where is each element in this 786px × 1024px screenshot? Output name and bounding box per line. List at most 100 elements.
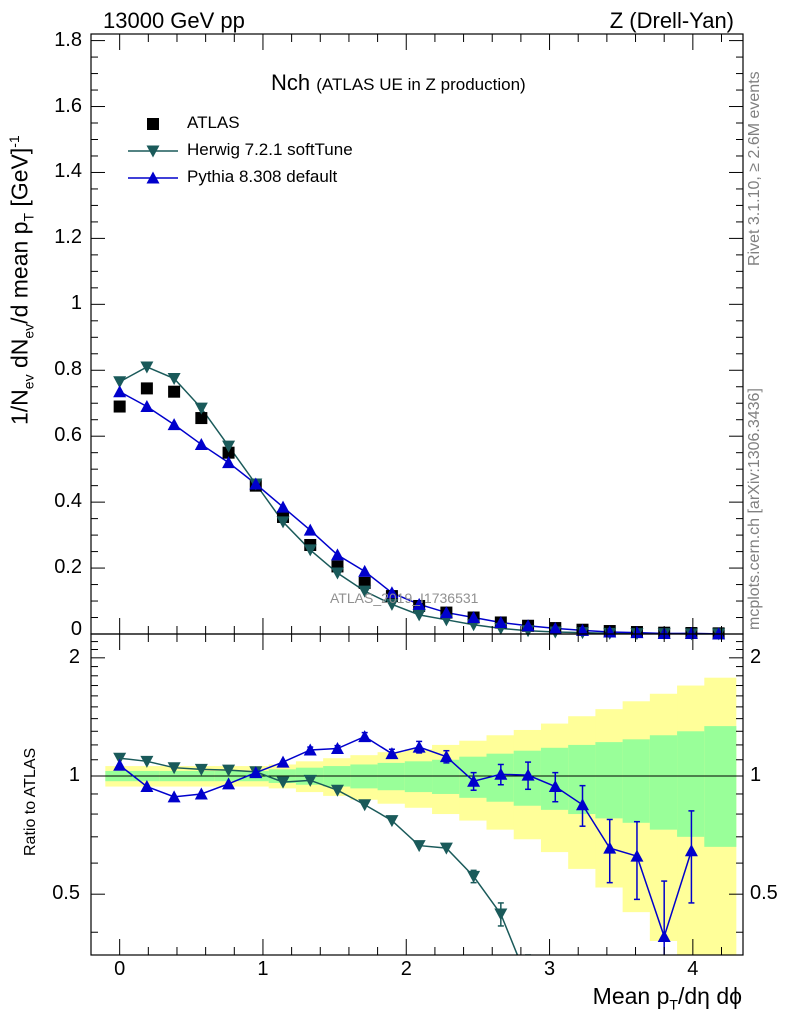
plot-title: Nch (ATLAS UE in Z production) xyxy=(271,70,526,96)
ratio-point-triangle-down xyxy=(140,755,154,768)
main-y-axis-label: 1/Nev dNev/d mean pT [GeV]-1 xyxy=(6,135,36,425)
ratio-point-triangle-up xyxy=(521,768,535,781)
ratio-band-inner xyxy=(377,762,406,791)
ratio-point-triangle-down xyxy=(303,774,317,787)
main-y-tick-label: 1.8 xyxy=(54,28,82,51)
mcplots-label: mcplots.cern.ch [arXiv:1306.3436] xyxy=(746,388,763,630)
analysis-watermark: ATLAS_2019_I1736531 xyxy=(330,590,479,606)
ratio-point-triangle-up xyxy=(412,740,426,753)
ratio-point-triangle-up xyxy=(385,747,399,760)
ylabel-part-meanpt: /d mean p xyxy=(6,221,33,324)
ratio-point-triangle-up xyxy=(358,730,372,743)
ratio-point-triangle-down xyxy=(439,842,453,855)
ylabel-sup-exp: -1 xyxy=(6,135,22,148)
ratio-point-triangle-down xyxy=(113,752,127,765)
main-point-triangle-up xyxy=(303,523,317,536)
main-point-triangle-down xyxy=(412,609,426,622)
legend xyxy=(128,118,178,184)
ratio-band-inner xyxy=(704,726,737,847)
ratio-point-triangle-up xyxy=(576,798,590,811)
ratio-point-triangle-up xyxy=(194,787,208,800)
ylabel-sub-ev-2: ev xyxy=(20,323,37,339)
xlabel-sub-t: T xyxy=(669,996,678,1013)
ratio-point-triangle-up xyxy=(249,766,263,779)
ratio-point-triangle-down xyxy=(494,908,508,921)
ylabel-sub-t: T xyxy=(20,212,37,222)
ylabel-part-norm: 1/N xyxy=(6,389,33,425)
xlabel-part-deta: /dη dϕ xyxy=(677,983,742,1009)
ylabel-part-dn: dN xyxy=(6,338,33,375)
ratio-y-tick-label-left: 0.5 xyxy=(52,882,80,905)
main-y-tick-label: 0.4 xyxy=(54,490,82,513)
ylabel-sub-ev-1: ev xyxy=(20,374,37,390)
ratio-point-triangle-down xyxy=(222,764,236,777)
ratio-point-triangle-up xyxy=(630,849,644,862)
ratio-point-triangle-down xyxy=(330,784,344,797)
main-point-triangle-up xyxy=(222,456,236,469)
main-point-triangle-down xyxy=(140,361,154,374)
ratio-point-triangle-up xyxy=(140,780,154,793)
main-point-triangle-down xyxy=(167,373,181,386)
main-point-triangle-up xyxy=(276,500,290,513)
ratio-point-triangle-up xyxy=(276,755,290,768)
ratio-point-triangle-up xyxy=(113,758,127,771)
legend-label-herwig: Herwig 7.2.1 softTune xyxy=(187,140,353,159)
x-tick-label: 0 xyxy=(114,958,126,980)
main-point-triangle-down xyxy=(385,598,399,611)
ratio-point-triangle-up xyxy=(684,844,698,857)
main-y-tick-label: 1 xyxy=(70,292,82,315)
ratio-point-triangle-down xyxy=(467,870,481,883)
ratio-y-tick-label-right: 0.5 xyxy=(750,882,778,905)
main-point-triangle-up xyxy=(194,437,208,450)
ratio-point-triangle-up xyxy=(303,743,317,756)
main-point-triangle-up xyxy=(113,385,127,398)
plot-title-main: Nch xyxy=(271,70,311,95)
legend-label-pythia: Pythia 8.308 default xyxy=(187,167,338,186)
main-point-triangle-up xyxy=(521,619,535,632)
ratio-point-triangle-up xyxy=(439,750,453,763)
ratio-y-axis-label: Ratio to ATLAS xyxy=(22,747,39,856)
main-point-triangle-up xyxy=(467,611,481,624)
main-point-triangle-up xyxy=(358,564,372,577)
ratio-point-triangle-down xyxy=(276,776,290,789)
ratio-band-inner xyxy=(595,742,624,819)
ratio-point-triangle-down xyxy=(358,799,372,812)
x-axis-label: Mean pT/dη dϕ xyxy=(593,983,742,1013)
main-point-square xyxy=(222,446,235,459)
ratio-point-triangle-down xyxy=(167,762,181,775)
ratio-y-tick-label-right: 2 xyxy=(750,645,762,668)
main-point-triangle-up xyxy=(548,621,562,634)
ratio-clipped-group xyxy=(113,730,698,955)
main-point-triangle-down xyxy=(113,376,127,389)
ratio-y-tick-label-left: 2 xyxy=(68,645,80,668)
main-y-tick-label: 0 xyxy=(70,618,82,640)
main-point-triangle-up xyxy=(167,418,181,431)
main-point-triangle-up xyxy=(576,623,590,636)
ratio-point-triangle-up xyxy=(494,767,508,780)
main-point-triangle-down xyxy=(276,516,290,529)
ratio-point-triangle-up xyxy=(603,841,617,854)
ratio-point-triangle-up xyxy=(167,790,181,803)
legend-marker-atlas xyxy=(147,118,159,130)
main-point-triangle-up xyxy=(684,626,698,639)
main-point-triangle-down xyxy=(303,544,317,557)
main-point-square xyxy=(168,385,181,398)
ratio-y-tick-label-right: 1 xyxy=(750,764,762,786)
ratio-series-line-0 xyxy=(119,757,519,955)
ratio-point-triangle-up xyxy=(548,780,562,793)
ratio-point-triangle-up xyxy=(467,774,481,787)
ratio-y-tick-label-left: 1 xyxy=(68,764,80,786)
x-tick-label: 4 xyxy=(687,958,699,980)
main-point-triangle-down xyxy=(330,567,344,580)
header-left-label: 13000 GeV pp xyxy=(103,8,245,33)
ratio-point-triangle-down xyxy=(385,815,399,828)
main-y-tick-label: 0.8 xyxy=(54,358,82,381)
x-tick-label: 1 xyxy=(257,958,269,980)
main-point-square xyxy=(140,382,153,395)
ratio-point-triangle-up xyxy=(222,777,236,790)
main-point-triangle-up xyxy=(494,615,508,628)
main-point-square xyxy=(113,400,126,413)
ratio-panel-series xyxy=(91,730,743,955)
x-tick-label: 3 xyxy=(543,958,556,980)
ratio-band-inner xyxy=(404,761,433,793)
